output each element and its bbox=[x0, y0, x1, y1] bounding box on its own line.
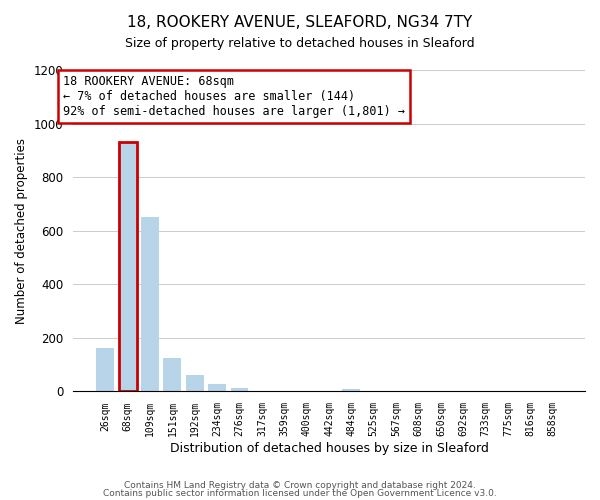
Bar bbox=[163, 358, 181, 392]
Text: Contains public sector information licensed under the Open Government Licence v3: Contains public sector information licen… bbox=[103, 489, 497, 498]
Text: 18, ROOKERY AVENUE, SLEAFORD, NG34 7TY: 18, ROOKERY AVENUE, SLEAFORD, NG34 7TY bbox=[127, 15, 473, 30]
Bar bbox=[230, 388, 248, 392]
Text: Size of property relative to detached houses in Sleaford: Size of property relative to detached ho… bbox=[125, 38, 475, 51]
Bar bbox=[208, 384, 226, 392]
Text: Contains HM Land Registry data © Crown copyright and database right 2024.: Contains HM Land Registry data © Crown c… bbox=[124, 480, 476, 490]
X-axis label: Distribution of detached houses by size in Sleaford: Distribution of detached houses by size … bbox=[170, 442, 488, 455]
Bar bbox=[141, 218, 159, 392]
Text: 18 ROOKERY AVENUE: 68sqm
← 7% of detached houses are smaller (144)
92% of semi-d: 18 ROOKERY AVENUE: 68sqm ← 7% of detache… bbox=[63, 75, 405, 118]
Y-axis label: Number of detached properties: Number of detached properties bbox=[15, 138, 28, 324]
Bar bbox=[119, 142, 137, 392]
Bar bbox=[96, 348, 114, 392]
Bar bbox=[186, 376, 204, 392]
Bar bbox=[343, 389, 361, 392]
